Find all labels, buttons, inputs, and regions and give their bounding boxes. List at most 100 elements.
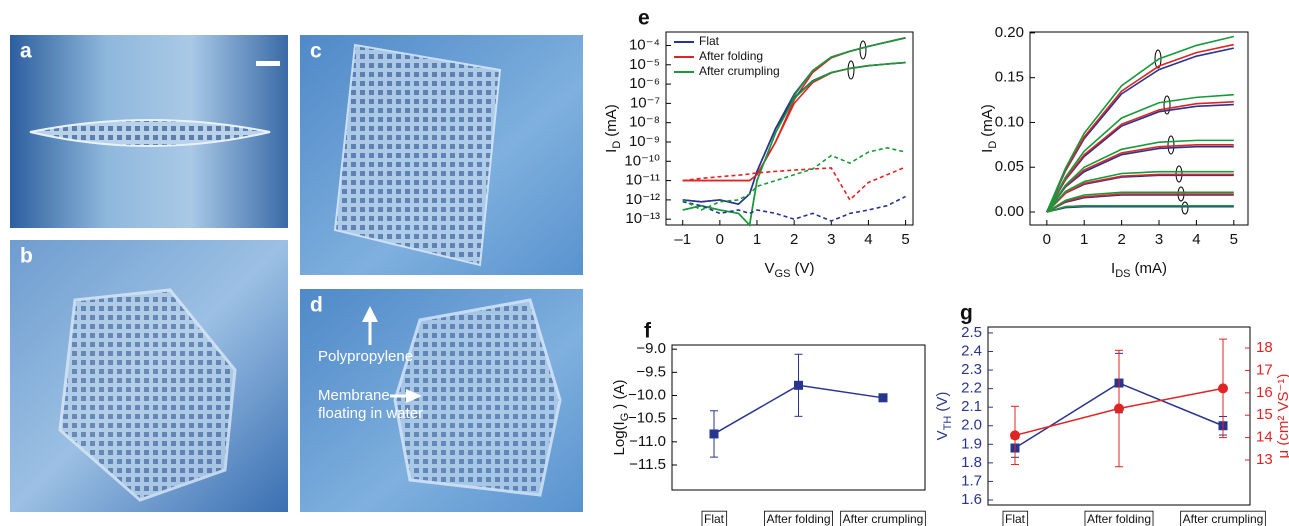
y-axis-label: ID (mA)	[979, 104, 999, 153]
x-tick-label: 2	[1117, 231, 1125, 248]
x-tick-label: –1	[674, 231, 691, 248]
line	[1046, 205, 1234, 213]
line	[682, 61, 906, 182]
y-tick-label: 0.00	[995, 203, 1024, 220]
membrane	[58, 288, 237, 502]
axis-label-sub: TH	[942, 416, 954, 431]
line	[682, 61, 906, 206]
line	[1046, 173, 1234, 213]
line	[1046, 35, 1234, 213]
plot-frame	[665, 31, 914, 226]
legend-label: After folding	[699, 49, 763, 63]
y-tick-label: 10⁻⁸	[629, 114, 660, 131]
y-axis-label: VTH (V)	[934, 392, 954, 441]
x-tick-label: 0	[1043, 231, 1051, 248]
line	[1046, 139, 1234, 213]
axis-label-sub: D	[987, 141, 999, 149]
x-tick-label: 0	[716, 231, 724, 248]
dashed-line	[682, 195, 906, 222]
line	[1046, 101, 1234, 213]
photo-label: d	[310, 294, 323, 317]
line	[1046, 103, 1234, 213]
group-marker	[847, 60, 855, 80]
y-tick-label: 10⁻⁵	[629, 56, 660, 73]
line	[1046, 145, 1234, 213]
y-tick-label: 10⁻¹⁰	[624, 152, 660, 169]
y-tick-label: 1.7	[961, 472, 982, 489]
y-tick-label: −11.0	[629, 433, 666, 450]
category-box	[1084, 510, 1154, 526]
x-tick-label: 1	[1080, 231, 1088, 248]
panel-label: f	[644, 320, 652, 343]
axis-label-sub: G	[619, 413, 631, 422]
y-tick-label: 10⁻⁹	[629, 133, 660, 150]
category-box	[701, 510, 728, 526]
group-marker	[1167, 135, 1175, 155]
y2-tick-label: 15	[1256, 406, 1273, 423]
y-tick-label: 2.5	[961, 324, 982, 341]
category-label: Flat	[1005, 512, 1026, 526]
category-box	[1002, 510, 1029, 526]
line	[1046, 170, 1234, 213]
category-label: After folding	[766, 512, 830, 526]
x-tick-label: 3	[1155, 231, 1163, 248]
plot-frame	[671, 344, 926, 491]
group-marker	[1181, 201, 1189, 215]
y-tick-label: 10⁻¹²	[625, 191, 660, 208]
category-label: After folding	[1087, 512, 1151, 526]
membrane	[333, 43, 502, 267]
membrane	[393, 298, 562, 497]
y-tick-label: 10⁻¹³	[625, 210, 660, 227]
x-tick-label: 3	[827, 231, 835, 248]
annotation: floating in water	[318, 405, 423, 422]
photo-label: b	[20, 245, 33, 268]
y-tick-label: 1.8	[961, 454, 982, 471]
axis-label-unit: ) (A)	[611, 380, 628, 409]
line	[1046, 193, 1234, 213]
arrowhead	[406, 389, 422, 403]
y-tick-label: 10⁻¹¹	[625, 172, 660, 189]
legend-label: Flat	[699, 34, 720, 48]
dashed-line	[682, 166, 906, 202]
y-tick-label: −9.5	[636, 363, 666, 380]
axis-label-unit: (V)	[794, 260, 814, 277]
axis-label-unit: (mA)	[1134, 260, 1167, 277]
y-tick-label: 0.05	[995, 158, 1024, 175]
x-axis-label: VGS (V)	[765, 260, 815, 280]
axis-label-unit: (mA)	[603, 104, 620, 137]
y-tick-label: 1.6	[961, 491, 982, 508]
y-tick-label: 10⁻⁶	[629, 75, 660, 92]
y-tick-label: −9.0	[636, 340, 666, 357]
x-tick-label: 5	[901, 231, 909, 248]
axis-label-main: I	[603, 149, 620, 153]
point	[878, 393, 888, 403]
y2-axis-label: μ (cm² VS⁻¹)	[1275, 374, 1289, 459]
axis-label-sub: DS	[1115, 268, 1130, 280]
x-tick-label: 1	[753, 231, 761, 248]
line	[1046, 191, 1234, 213]
category-box	[1180, 510, 1266, 526]
axis-label-unit: (mA)	[979, 104, 996, 137]
category-label: After crumpling	[1183, 512, 1264, 526]
annotation: Membrane	[318, 387, 390, 404]
axis-label-main: I	[1111, 260, 1115, 277]
y-tick-label: 2.0	[961, 417, 982, 434]
category-label: After crumpling	[843, 512, 924, 526]
annotation: Polypropylene	[318, 348, 413, 365]
y-tick-label: −10.5	[628, 410, 666, 427]
y-tick-label: 10⁻⁴	[629, 36, 660, 53]
axis-label-sub: GS	[775, 268, 791, 280]
y-tick-label: 0.10	[995, 113, 1024, 130]
y2-tick-label: 13	[1256, 451, 1273, 468]
membrane	[29, 119, 271, 147]
panel-label: g	[960, 302, 973, 325]
y-tick-label: 2.4	[961, 342, 982, 359]
point	[1114, 403, 1124, 414]
arrowhead	[362, 306, 378, 322]
y2-tick-label: 17	[1256, 361, 1273, 378]
axis-label-sub: D	[611, 141, 623, 149]
axis-label-main: V	[765, 260, 775, 277]
y2-tick-label: 14	[1256, 429, 1273, 446]
x-tick-label: 5	[1230, 231, 1238, 248]
